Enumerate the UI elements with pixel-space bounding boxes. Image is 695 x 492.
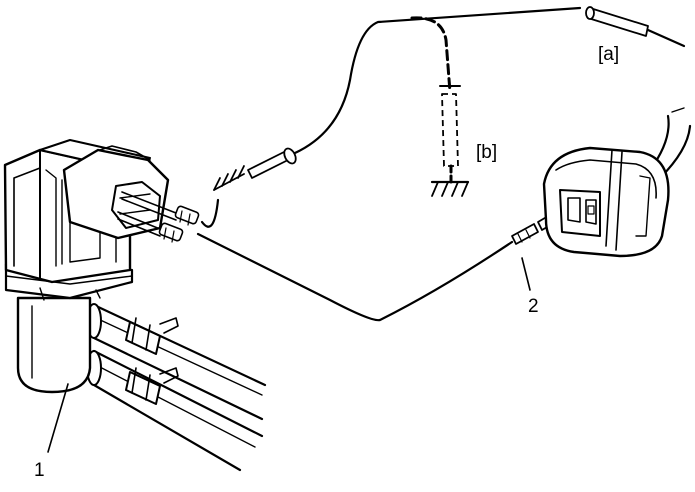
- hose-upper: [86, 303, 267, 421]
- harness-connector: [542, 107, 692, 258]
- hose-lower: [86, 349, 264, 472]
- label-component-1: 1: [34, 460, 45, 481]
- leader-line-2: [521, 257, 531, 291]
- label-probe-a: [a]: [598, 44, 619, 65]
- ground-symbol: [430, 180, 470, 197]
- component-connector: [62, 145, 200, 243]
- probe-b-lead: [410, 16, 461, 184]
- probe-a-lead: [200, 6, 686, 228]
- probe-2-lead: [196, 201, 577, 322]
- leader-line-1: [47, 383, 69, 453]
- label-connector-2: 2: [528, 296, 539, 317]
- label-probe-b: [b]: [476, 142, 497, 163]
